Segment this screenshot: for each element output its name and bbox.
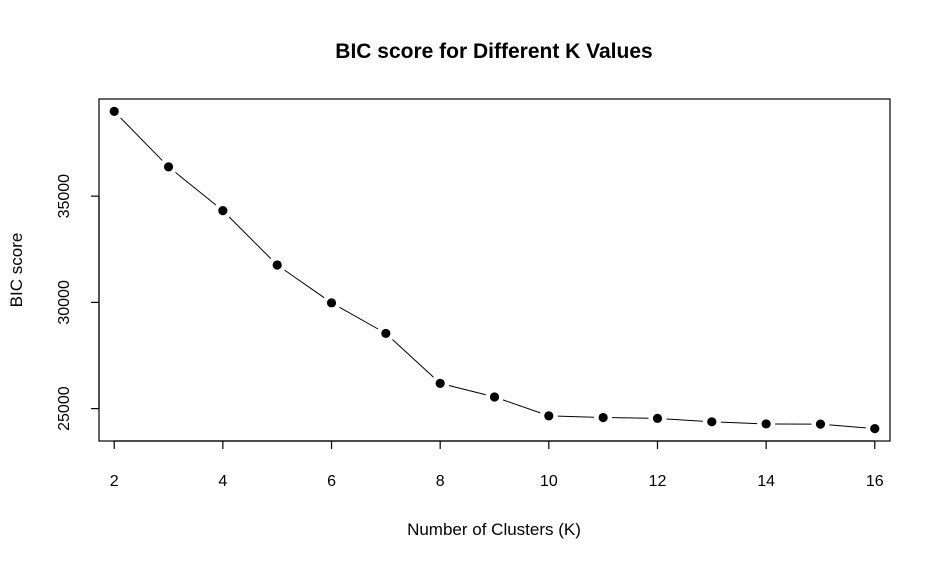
x-tick-label: 6: [327, 473, 336, 490]
data-point: [436, 379, 445, 388]
series-line-segment: [721, 422, 757, 423]
data-point: [707, 417, 716, 426]
series-line-segment: [666, 419, 702, 421]
x-tick-label: 2: [110, 473, 119, 490]
data-point: [544, 411, 553, 420]
series-line-segment: [121, 118, 163, 161]
data-point: [110, 107, 119, 116]
series-line-segment: [503, 400, 540, 413]
y-tick-label: 30000: [56, 280, 73, 325]
series-line-segment: [285, 270, 325, 298]
data-point: [218, 206, 227, 215]
series-line-segment: [612, 418, 648, 419]
x-tick-label: 14: [757, 473, 775, 490]
chart-title: BIC score for Different K Values: [335, 40, 652, 63]
data-point: [816, 420, 825, 429]
x-axis: 2 4 6 8 10 12 14 16: [110, 441, 884, 490]
y-axis-title: BIC score: [7, 233, 26, 308]
plot-frame: [99, 99, 890, 441]
series-line-segment: [558, 416, 594, 417]
y-tick-label: 35000: [56, 174, 73, 219]
data-point: [653, 414, 662, 423]
x-tick-label: 4: [218, 473, 227, 490]
data-point: [381, 329, 390, 338]
data-point: [490, 392, 499, 401]
data-point: [273, 260, 282, 269]
y-axis: 25000 30000 35000: [56, 174, 99, 431]
data-point: [327, 298, 336, 307]
x-tick-label: 12: [649, 473, 667, 490]
series-bic: [110, 107, 880, 433]
series-line-segment: [829, 425, 865, 428]
x-tick-label: 8: [436, 473, 445, 490]
data-point: [599, 413, 608, 422]
series-line-segment: [176, 173, 216, 205]
y-tick-label: 25000: [56, 386, 73, 431]
x-tick-label: 10: [540, 473, 558, 490]
data-point: [870, 424, 879, 433]
series-line-segment: [392, 340, 433, 378]
series-line-segment: [339, 307, 378, 329]
data-point: [164, 162, 173, 171]
x-tick-label: 16: [866, 473, 884, 490]
data-point: [762, 419, 771, 428]
x-axis-title: Number of Clusters (K): [407, 520, 581, 539]
series-line-segment: [449, 386, 486, 395]
series-line-segment: [229, 217, 271, 259]
